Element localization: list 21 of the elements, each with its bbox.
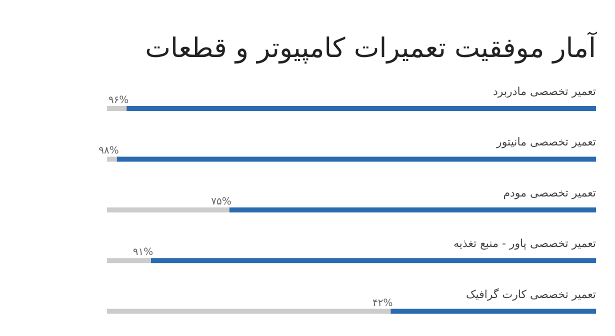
bar: [107, 156, 117, 162]
bar: [107, 258, 152, 264]
y-tick-label: تعمیر تخصصی کارت گرافیک: [466, 288, 596, 301]
chart-title: آمار موفقیت تعمیرات کامپیوتر و قطعات: [145, 31, 598, 64]
y-tick-label: تعمیر تخصصی پاور - منبع تغذیه: [453, 237, 596, 250]
data-label: ۷۵%: [211, 196, 232, 208]
bar: [107, 106, 127, 111]
data-label: ۹۶%: [108, 95, 129, 106]
bar: [116, 156, 596, 162]
bar: [107, 308, 391, 314]
y-tick-label: تعمیر تخصصی مودم: [503, 186, 596, 200]
bar: [229, 207, 596, 212]
data-label: ۹۸%: [98, 146, 119, 157]
bar: [390, 308, 596, 314]
bar: [151, 258, 596, 264]
bar: [126, 106, 596, 111]
y-tick-label: تعمیر تخصصی مانیتور: [496, 136, 596, 149]
bar: [107, 207, 230, 212]
data-label: ۹۱%: [132, 247, 154, 258]
y-tick-label: تعمیر تخصصی مادربرد: [492, 85, 596, 98]
data-label: ۴۲%: [372, 298, 393, 309]
